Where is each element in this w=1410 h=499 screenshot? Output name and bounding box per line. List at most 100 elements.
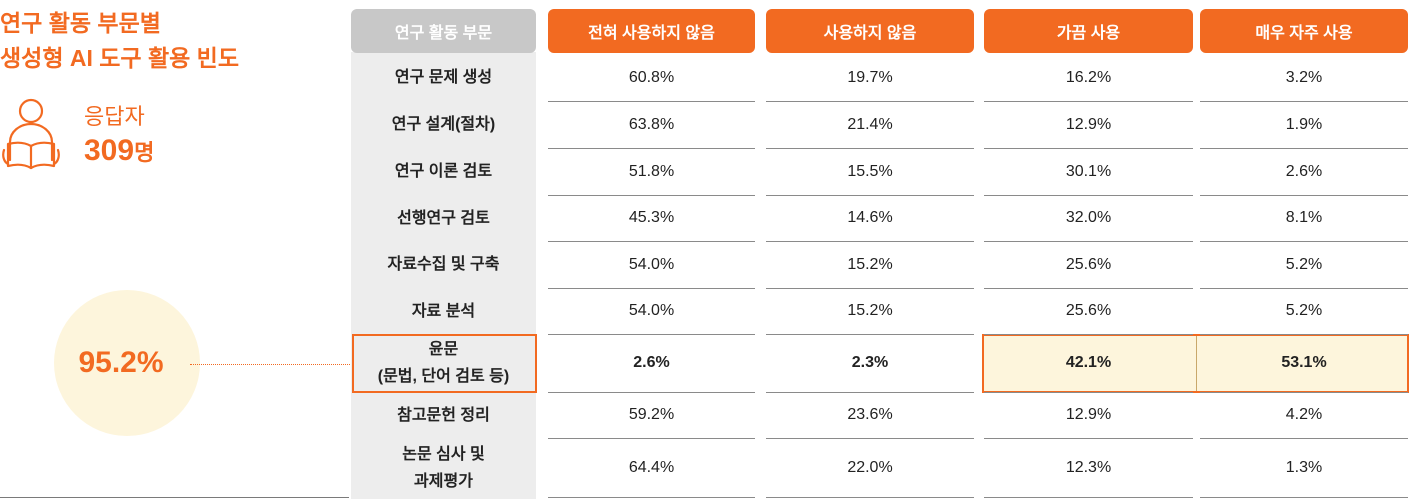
row-divider bbox=[984, 334, 1193, 335]
row-divider bbox=[1200, 438, 1408, 439]
value-cell: 45.3% bbox=[628, 209, 675, 226]
row-divider bbox=[984, 438, 1193, 439]
value-cell: 59.2% bbox=[628, 406, 675, 423]
value-cell: 8.1% bbox=[1285, 209, 1323, 226]
row-label-line: 과제평가 bbox=[414, 472, 473, 490]
row-divider bbox=[984, 148, 1193, 149]
row-label-line: 자료 분석 bbox=[411, 302, 476, 320]
row-label-line: 연구 문제 생성 bbox=[394, 69, 493, 86]
chart-title: 연구 활동 부문별 생성형 AI 도구 활용 빈도 bbox=[0, 6, 239, 76]
value-cell: 2.3% bbox=[851, 354, 889, 371]
value-cell: 12.9% bbox=[1065, 406, 1112, 423]
value-cell: 16.2% bbox=[1065, 68, 1112, 86]
value-cell: 51.8% bbox=[628, 162, 675, 180]
row-divider bbox=[548, 241, 755, 242]
value-cell: 30.1% bbox=[1065, 162, 1112, 180]
row-label-line: 참고문헌 정리 bbox=[397, 406, 490, 424]
value-cell: 5.2% bbox=[1285, 302, 1323, 319]
row-divider bbox=[766, 334, 974, 335]
value-cell: 15.2% bbox=[847, 302, 893, 319]
row-label: 윤문 (문법, 단어 검토 등) bbox=[351, 334, 536, 392]
row-label-line: 윤문 bbox=[428, 341, 459, 358]
value-cell: 23.6% bbox=[847, 406, 893, 423]
row-divider bbox=[766, 438, 974, 439]
row-label: 참고문헌 정리 bbox=[351, 392, 536, 438]
row-label-line: (문법, 단어 검토 등) bbox=[377, 368, 510, 385]
chart-title-line: 생성형 AI 도구 활용 빈도 bbox=[0, 45, 240, 71]
value-cell: 54.0% bbox=[628, 302, 675, 319]
row-divider bbox=[1200, 101, 1408, 102]
row-label-line: 연구 이론 검토 bbox=[394, 163, 493, 180]
row-label: 연구 이론 검토 bbox=[351, 148, 536, 195]
value-cell: 2.6% bbox=[633, 354, 670, 371]
value-cell: 63.8% bbox=[628, 115, 675, 133]
row-divider bbox=[1200, 392, 1408, 393]
value-cell: 4.2% bbox=[1285, 406, 1323, 423]
highlight-circle: 95.2% bbox=[54, 290, 200, 436]
value-cell: 2.6% bbox=[1285, 162, 1323, 180]
row-label: 선행연구 검토 bbox=[351, 195, 536, 241]
value-cell: 12.9% bbox=[1065, 115, 1112, 133]
row-label: 연구 문제 생성 bbox=[351, 54, 536, 101]
row-divider bbox=[766, 195, 974, 196]
row-divider bbox=[984, 241, 1193, 242]
row-label-line: 자료수집 및 구축 bbox=[387, 256, 500, 273]
row-divider bbox=[1200, 195, 1408, 196]
row-divider bbox=[766, 148, 974, 149]
left-divider bbox=[0, 497, 349, 498]
row-divider bbox=[548, 392, 755, 393]
value-cell: 1.3% bbox=[1285, 458, 1323, 476]
value-cell: 21.4% bbox=[847, 115, 893, 133]
table-bottom-rule bbox=[548, 497, 755, 498]
row-divider bbox=[984, 288, 1193, 289]
value-cell: 42.1% bbox=[1065, 354, 1112, 371]
row-label-line: 논문 심사 및 bbox=[402, 445, 485, 463]
row-label-line: 연구 설계(절차) bbox=[391, 116, 496, 133]
label-column-background bbox=[351, 52, 536, 499]
column-header: 연구 활동 부문 bbox=[351, 9, 536, 53]
table-bottom-rule bbox=[984, 497, 1193, 498]
column-header: 전혀 사용하지 않음 bbox=[548, 9, 755, 53]
row-divider bbox=[984, 101, 1193, 102]
table-bottom-rule bbox=[766, 497, 974, 498]
highlight-value: 95.2% bbox=[78, 346, 164, 379]
value-cell: 64.4% bbox=[628, 458, 675, 476]
column-header: 가끔 사용 bbox=[984, 9, 1193, 53]
row-divider bbox=[984, 195, 1193, 196]
value-cell: 15.2% bbox=[847, 255, 893, 273]
value-cell: 22.0% bbox=[847, 458, 893, 476]
row-divider bbox=[1200, 288, 1408, 289]
table-bottom-rule bbox=[1200, 497, 1408, 498]
column-header: 사용하지 않음 bbox=[766, 9, 974, 53]
row-divider bbox=[548, 195, 755, 196]
highlight-connector bbox=[190, 364, 350, 365]
value-cell: 1.9% bbox=[1285, 115, 1323, 133]
row-divider bbox=[766, 288, 974, 289]
value-cell: 54.0% bbox=[628, 255, 675, 273]
row-divider bbox=[1200, 334, 1408, 335]
reading-person-icon bbox=[2, 98, 60, 170]
row-divider bbox=[548, 334, 755, 335]
value-cell: 15.5% bbox=[847, 162, 893, 180]
value-cell: 3.2% bbox=[1285, 68, 1323, 86]
row-divider bbox=[984, 392, 1193, 393]
respondents-unit: 명 bbox=[134, 140, 155, 165]
respondents-count: 309명 bbox=[84, 133, 154, 171]
highlight-cells-divider bbox=[1196, 336, 1197, 391]
value-cell: 53.1% bbox=[1281, 354, 1327, 371]
row-divider bbox=[548, 288, 755, 289]
row-divider bbox=[548, 148, 755, 149]
row-label: 자료수집 및 구축 bbox=[351, 241, 536, 288]
highlight-cells-box bbox=[982, 334, 1409, 393]
respondents-number: 309 bbox=[84, 134, 135, 167]
row-label: 자료 분석 bbox=[351, 288, 536, 334]
row-divider bbox=[548, 438, 755, 439]
row-divider bbox=[1200, 241, 1408, 242]
respondents-label: 응답자 bbox=[84, 104, 145, 129]
value-cell: 25.6% bbox=[1065, 255, 1112, 273]
value-cell: 60.8% bbox=[628, 68, 675, 86]
chart-title-line: 연구 활동 부문별 bbox=[0, 10, 161, 36]
row-divider bbox=[548, 101, 755, 102]
value-cell: 32.0% bbox=[1065, 209, 1112, 226]
